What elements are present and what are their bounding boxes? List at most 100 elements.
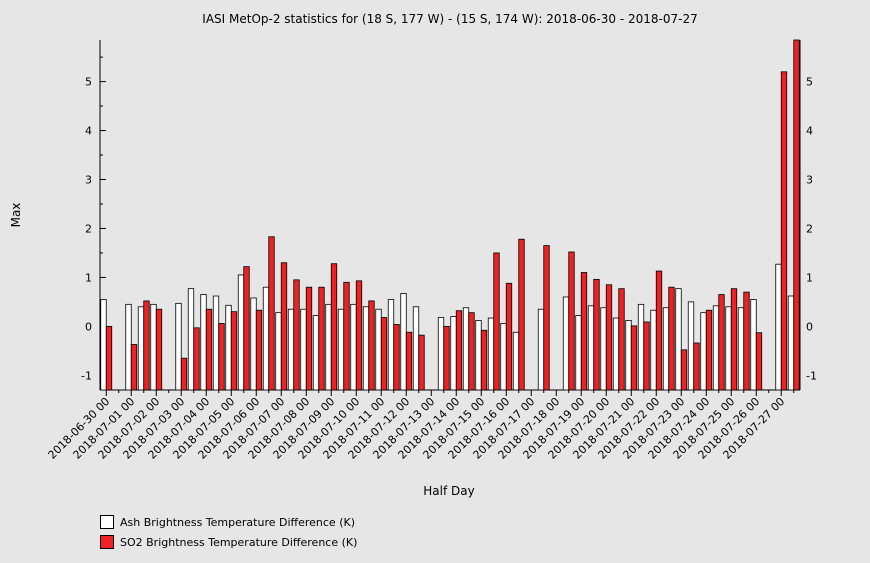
y-tick-label-left: 4 bbox=[85, 125, 92, 138]
legend-label-ash: Ash Brightness Temperature Difference (K… bbox=[120, 515, 355, 529]
bar-ash bbox=[275, 312, 282, 391]
bar-ash bbox=[662, 307, 670, 391]
chart-title: IASI MetOp-2 statistics for (18 S, 177 W… bbox=[202, 12, 697, 26]
y-tick-label-left: -1 bbox=[81, 369, 92, 382]
x-axis-label: Half Day bbox=[423, 484, 474, 498]
bar-ash bbox=[387, 299, 395, 391]
bar-ash bbox=[312, 315, 320, 391]
bar-ash bbox=[475, 320, 482, 391]
bar-ash bbox=[575, 315, 582, 391]
bar-ash bbox=[362, 306, 370, 391]
bar-so2 bbox=[255, 309, 263, 391]
bar-ash bbox=[725, 306, 732, 391]
y-tick-label-right: 2 bbox=[806, 222, 813, 235]
bar-ash bbox=[187, 288, 195, 391]
y-tick-label-left: 3 bbox=[85, 174, 92, 187]
y-tick-label-left: 1 bbox=[85, 271, 92, 284]
bar-ash bbox=[100, 299, 107, 391]
bar-ash bbox=[225, 304, 232, 391]
legend-swatch-ash bbox=[100, 515, 114, 529]
bar-ash bbox=[500, 323, 507, 391]
bar-so2 bbox=[405, 331, 413, 391]
bar-so2 bbox=[730, 288, 738, 391]
bar-so2 bbox=[218, 323, 225, 391]
bar-so2 bbox=[543, 245, 550, 391]
bar-ash bbox=[600, 307, 607, 391]
bar-so2 bbox=[630, 325, 638, 391]
bar-so2 bbox=[468, 312, 475, 391]
y-axis-label: Max bbox=[9, 203, 23, 228]
bar-so2 bbox=[655, 270, 663, 391]
bar-so2 bbox=[693, 342, 700, 391]
bar-ash bbox=[400, 293, 407, 391]
bar-so2 bbox=[643, 321, 650, 391]
bar-so2 bbox=[618, 288, 625, 391]
bar-so2 bbox=[755, 332, 763, 391]
bar-so2 bbox=[355, 280, 363, 391]
bar-so2 bbox=[480, 329, 488, 391]
bar-so2 bbox=[318, 286, 325, 391]
bar-ash bbox=[700, 312, 707, 391]
bar-so2 bbox=[193, 327, 200, 391]
bar-ash bbox=[237, 274, 245, 391]
bar-ash bbox=[675, 288, 682, 391]
bar-ash bbox=[687, 301, 695, 391]
bar-so2 bbox=[668, 286, 675, 391]
bar-so2 bbox=[105, 325, 113, 391]
bar-ash bbox=[562, 296, 570, 391]
bar-so2 bbox=[143, 300, 150, 391]
bar-ash bbox=[612, 317, 620, 391]
y-tick-label-right: 4 bbox=[806, 125, 813, 138]
bar-so2 bbox=[718, 294, 725, 391]
bar-ash bbox=[150, 303, 157, 391]
bar-ash bbox=[125, 303, 132, 391]
bar-ash bbox=[737, 307, 745, 391]
bar-so2 bbox=[180, 357, 188, 391]
bar-ash bbox=[450, 316, 457, 391]
bar-ash bbox=[587, 305, 595, 391]
y-tick-label-right: -1 bbox=[806, 369, 817, 382]
bar-ash bbox=[650, 309, 657, 391]
bar-ash bbox=[412, 306, 420, 391]
legend: Ash Brightness Temperature Difference (K… bbox=[100, 512, 357, 552]
y-tick-label-left: 2 bbox=[85, 222, 92, 235]
bar-so2 bbox=[230, 311, 238, 391]
bar-so2 bbox=[368, 300, 375, 391]
bar-so2 bbox=[380, 317, 388, 391]
bar-so2 bbox=[280, 262, 288, 391]
legend-label-so2: SO2 Brightness Temperature Difference (K… bbox=[120, 535, 358, 549]
bar-ash bbox=[625, 320, 632, 391]
bar-ash bbox=[787, 295, 795, 391]
bar-so2 bbox=[793, 39, 800, 391]
bar-so2 bbox=[705, 309, 713, 391]
y-tick-label-right: 5 bbox=[806, 76, 813, 89]
y-tick-label-right: 0 bbox=[806, 320, 813, 333]
bar-ash bbox=[325, 303, 332, 391]
bar-ash bbox=[375, 308, 382, 391]
bar-ash bbox=[487, 317, 495, 391]
bar-ash bbox=[262, 286, 270, 391]
bar-so2 bbox=[343, 281, 350, 391]
bar-ash bbox=[300, 308, 307, 391]
bar-ash bbox=[750, 299, 757, 391]
bar-ash bbox=[250, 297, 257, 391]
bar-so2 bbox=[518, 238, 525, 391]
bar-ash bbox=[712, 305, 720, 391]
legend-item-so2: SO2 Brightness Temperature Difference (K… bbox=[100, 532, 357, 552]
bar-so2 bbox=[243, 266, 250, 391]
bar-ash bbox=[337, 308, 345, 391]
bar-ash bbox=[212, 295, 220, 391]
bar-so2 bbox=[493, 252, 500, 391]
bar-ash bbox=[200, 294, 207, 391]
bar-so2 bbox=[680, 349, 688, 391]
bar-so2 bbox=[305, 286, 313, 391]
bar-ash bbox=[437, 317, 445, 391]
bar-so2 bbox=[568, 251, 575, 391]
bar-ash bbox=[175, 302, 182, 391]
bar-ash bbox=[775, 263, 782, 391]
bar-ash bbox=[287, 308, 295, 391]
legend-item-ash: Ash Brightness Temperature Difference (K… bbox=[100, 512, 357, 532]
legend-swatch-so2 bbox=[100, 535, 114, 549]
